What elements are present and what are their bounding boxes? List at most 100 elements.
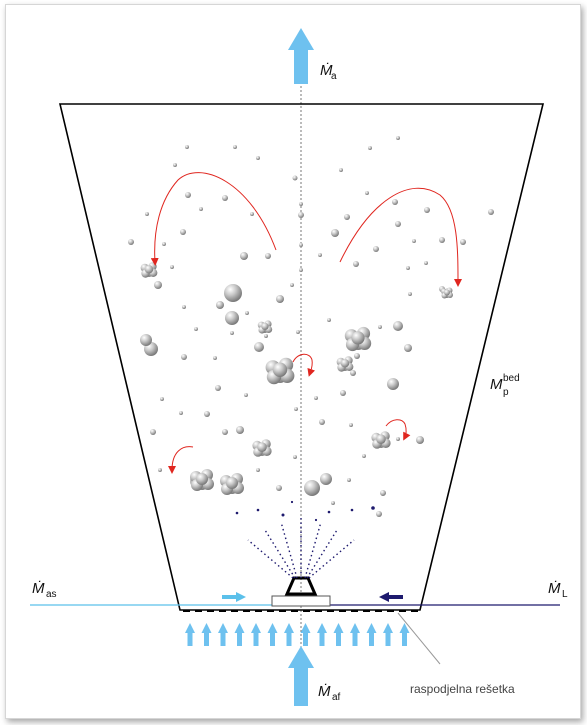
air-arrow-head [218, 623, 228, 633]
particle [416, 436, 424, 444]
particle [396, 437, 400, 441]
agglomerate-grain [340, 359, 350, 368]
particle [245, 311, 249, 315]
agglomerate-grain [444, 289, 450, 296]
recirculation-arrow [385, 419, 411, 441]
particle [408, 292, 412, 296]
particle [213, 356, 217, 360]
agglomerate [190, 469, 214, 491]
particle [393, 321, 403, 331]
particle [128, 239, 134, 245]
particle [349, 423, 353, 427]
air-arrow-head [267, 623, 278, 633]
particle [488, 209, 494, 215]
air-arrow-head [333, 623, 344, 633]
air-arrow-head [234, 623, 245, 633]
agglomerate-grain [257, 442, 267, 453]
label-air-feed: Ṁ af [318, 683, 341, 703]
particle [290, 283, 294, 287]
air-arrow-shaft [286, 632, 292, 646]
particle [304, 480, 320, 496]
label-air-feed-main: Ṁ [318, 683, 331, 700]
particle [222, 195, 228, 201]
particle [250, 212, 254, 216]
agglomerate [220, 473, 244, 495]
air-arrow-shaft [270, 632, 275, 646]
particle [160, 397, 164, 401]
particle [373, 246, 379, 252]
bed-vessel [58, 103, 545, 611]
particle [194, 327, 198, 331]
air-arrow-shaft [352, 632, 358, 646]
air-feed-arrow [288, 646, 314, 706]
particle [222, 429, 228, 435]
agglomerate-grain [272, 362, 288, 377]
particle [318, 253, 322, 257]
particle [376, 511, 382, 517]
recirculation-arrow [168, 446, 194, 474]
particle [396, 136, 400, 140]
particle [298, 212, 304, 218]
particle [185, 192, 191, 198]
particle [233, 145, 237, 149]
solids-inlet-arrow [222, 592, 246, 602]
particle [460, 239, 466, 245]
particle [380, 490, 386, 496]
air-arrow-head [300, 623, 311, 633]
air-arrow-shaft [303, 632, 308, 646]
particle [331, 501, 335, 505]
spray-cone [247, 518, 355, 579]
particle [362, 454, 366, 458]
air-arrow-head [317, 623, 327, 633]
particle [265, 253, 271, 259]
air-arrow-shaft [187, 632, 193, 646]
label-air-feed-sub: af [332, 692, 341, 703]
particle [170, 265, 174, 269]
particle [350, 370, 356, 376]
particle [368, 146, 372, 150]
agglomerate-grain [351, 331, 365, 345]
particle [424, 207, 430, 213]
agglomerate [140, 262, 158, 278]
agglomerate-grain [376, 434, 386, 445]
particle [299, 243, 303, 247]
agglomerate [265, 357, 295, 385]
air-arrow-shaft [204, 632, 209, 646]
agglomerate [344, 326, 372, 352]
label-solids-inlet-sub: as [46, 589, 57, 600]
particle [179, 411, 183, 415]
agglomerate [257, 320, 273, 334]
particle [412, 239, 416, 243]
particle [293, 455, 297, 459]
air-arrow-shaft [253, 632, 259, 646]
agglomerate [441, 287, 453, 299]
particle [264, 334, 268, 338]
particle [347, 478, 351, 482]
particle [344, 214, 350, 220]
label-solids-inlet: Ṁ as [32, 580, 57, 600]
particle [404, 344, 412, 352]
recirculation-arrows [150, 172, 462, 474]
label-bed-mass: M bed p [490, 373, 520, 398]
particle [276, 295, 284, 303]
particle [331, 229, 339, 237]
air-arrow-shaft [319, 632, 325, 646]
fluidization-air-arrows [185, 623, 410, 646]
distributor-label: raspodjelna rešetka [410, 682, 515, 696]
particle [150, 429, 156, 435]
particle [320, 473, 332, 485]
particle [230, 331, 234, 335]
particle [162, 242, 166, 246]
particle [173, 163, 177, 167]
air-arrow-head [383, 623, 393, 633]
liquid-inlet-arrow [379, 592, 403, 602]
particle [299, 202, 303, 206]
particle [244, 393, 248, 397]
particle [216, 301, 224, 309]
particle [236, 426, 244, 434]
particle [294, 407, 298, 411]
air-arrow-head [251, 623, 261, 633]
particle [378, 325, 382, 329]
label-solids-inlet-main: Ṁ [32, 580, 45, 597]
